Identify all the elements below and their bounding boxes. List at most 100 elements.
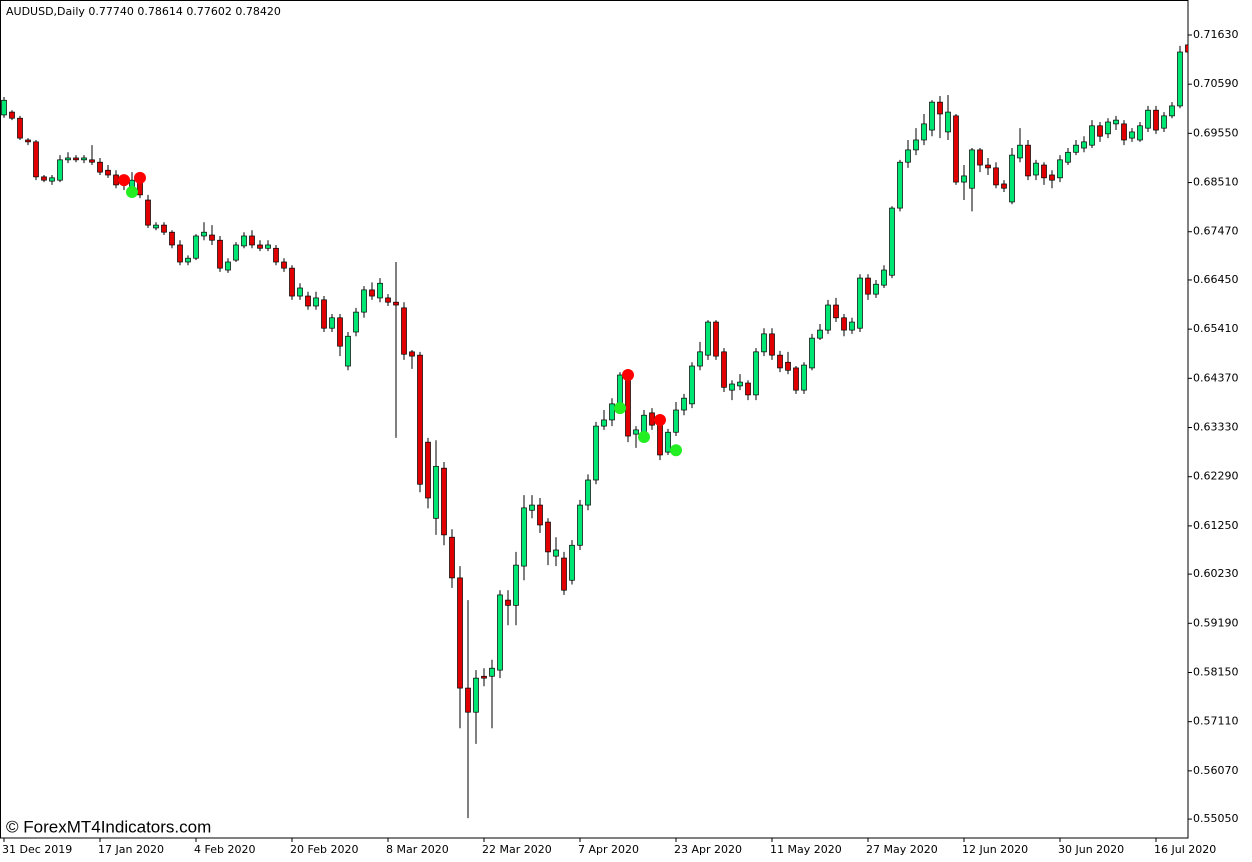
signal-dot [670,444,682,457]
candle-body [713,321,719,357]
y-tick-label: 0.61250 [1193,519,1239,532]
candle-body [889,207,895,276]
candle-body [809,337,815,369]
candle-body [361,289,367,313]
candle-body [1001,183,1007,189]
candle-body [441,467,447,536]
candle-body [513,564,519,606]
y-tick-label: 0.67470 [1193,225,1239,238]
candle-body [33,141,39,178]
signal-dot [638,430,650,443]
y-tick-label: 0.57110 [1193,715,1239,728]
candle-body [881,269,887,286]
x-tick-label: 16 Jul 2020 [1154,843,1216,856]
candle-body [761,333,767,353]
candle-body [1033,162,1039,176]
candle-body [897,161,903,209]
candle-body [345,335,351,367]
candle-body [241,235,247,247]
y-tick-label: 0.56070 [1193,764,1239,777]
candle-body [193,235,199,259]
x-tick-label: 8 Mar 2020 [386,843,449,856]
candle-body [305,295,311,307]
signal-dot [622,369,634,382]
candle-body [57,159,63,181]
x-tick-label: 22 Mar 2020 [482,843,552,856]
plot-frame [0,0,1189,839]
candle-body [417,354,423,485]
candle-body [1049,174,1055,181]
candle-body [1113,119,1119,125]
candle-body [297,287,303,297]
candle-body [145,199,151,226]
candle-body [1017,144,1023,159]
candle-body [377,282,383,299]
x-tick-label: 23 Apr 2020 [674,843,742,856]
candle-body [329,317,335,329]
candle-body [65,157,71,161]
candle-body [289,267,295,297]
candle-body [1185,44,1188,53]
candle-body [585,479,591,506]
candle-body [89,159,95,163]
candle-body [625,374,631,437]
x-tick-label: 11 May 2020 [770,843,842,856]
candle-body [601,419,607,427]
candle-body [865,277,871,295]
y-tick-label: 0.55050 [1193,812,1239,825]
signal-dot [614,402,626,415]
y-tick-label: 0.59190 [1193,616,1239,629]
candle-body [153,224,159,229]
candle-body [217,239,223,269]
candle-body [25,139,31,143]
candle-body [1145,109,1151,129]
x-tick-label: 4 Feb 2020 [194,843,255,856]
candle-body [1065,151,1071,163]
candle-body [1,99,7,116]
candle-body [209,234,215,241]
candle-body [1081,141,1087,149]
y-tick-label: 0.64370 [1193,371,1239,384]
y-tick-label: 0.70590 [1193,77,1239,90]
candle-body [985,164,991,169]
candle-body [769,333,775,356]
candle-body [913,139,919,151]
candle-body [1177,51,1183,107]
candle-body [953,115,959,183]
candle-body [257,244,263,249]
candle-body [393,301,399,306]
candle-body [1041,164,1047,179]
candle-body [641,414,647,433]
candle-body [529,504,535,511]
candle-body [721,351,727,388]
candle-body [233,244,239,261]
candle-body [73,157,79,161]
candle-body [849,321,855,331]
candle-body [1153,109,1159,131]
candle-body [945,111,951,133]
candle-body [81,157,87,161]
y-tick-label: 0.69550 [1193,126,1239,139]
candle-body [169,231,175,246]
candle-body [401,307,407,355]
candle-body [697,351,703,367]
candle-body [1089,125,1095,146]
candle-body [593,425,599,481]
candle-body [905,149,911,163]
candle-body [177,244,183,263]
y-tick-label: 0.71630 [1193,28,1239,41]
candle-body [505,599,511,606]
candle-body [465,687,471,713]
candle-body [161,224,167,233]
candle-body [785,361,791,371]
candle-body [977,149,983,166]
y-tick-label: 0.60230 [1193,567,1239,580]
signal-dot [126,186,138,199]
candle-body [1129,131,1135,139]
candle-body [49,177,55,182]
candle-body [545,521,551,553]
candle-body [313,297,319,307]
candle-body [753,351,759,396]
candle-body [929,101,935,131]
candle-body [737,381,743,387]
